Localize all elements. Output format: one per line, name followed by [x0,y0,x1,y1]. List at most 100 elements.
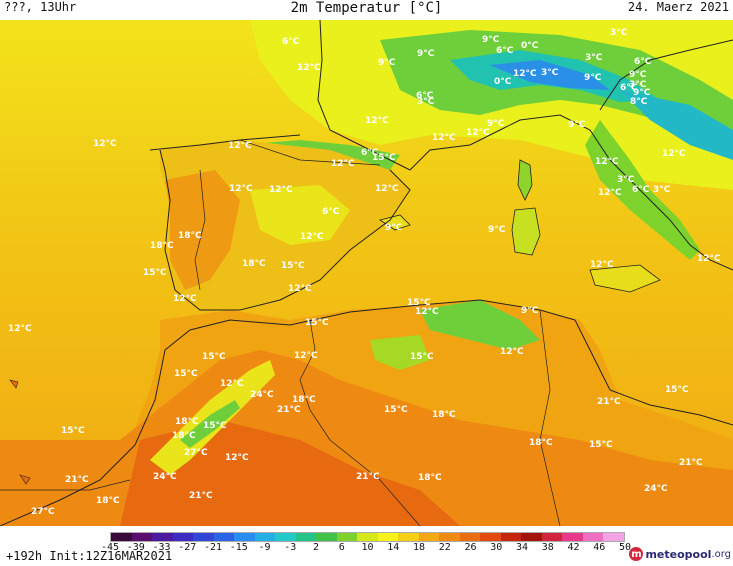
temperature-label: 21°C [65,475,89,485]
legend-tick-label: -45 [100,542,120,553]
run-init: +192h Init:12Z16MAR2021 [6,549,173,563]
iberia-central-cool [250,185,350,245]
temperature-label: 18°C [0,20,24,23]
temperature-label: 15°C [174,369,198,379]
temperature-label: 12°C [229,184,253,194]
temperature-label: 12°C [331,159,355,169]
temperature-label: 8°C [630,97,648,107]
spain-france-border [239,139,381,166]
temperature-label: 3°C [610,28,628,38]
temperature-label: 18°C [150,241,174,251]
legend-swatch [377,533,399,541]
temperature-label: 9°C [521,306,539,316]
temperature-label: 24°C [153,472,177,482]
map-footer: -45 -39 -33 -27 -21 -15 -9 -3 2 6 10 14 18 22 26 30 34 38… [0,526,733,566]
temperature-label: 9°C [629,70,647,80]
run-label: ???, 13Uhr [4,0,77,14]
legend-tick-label: 14 [387,542,400,553]
spain-portugal-border [194,169,206,291]
temperature-label: 18°C [432,410,456,420]
temperature-label: 18°C [172,431,196,441]
temperature-label: 3°C [417,97,435,107]
canary-island [9,379,19,389]
temperature-label: 12°C [500,347,524,357]
temperature-label: 12°C [466,128,490,138]
legend-tick-label: 26 [464,542,477,553]
temperature-label: 12°C [300,232,324,242]
legend-swatch [275,533,296,541]
western-sahara-border [0,479,131,491]
legend-swatch [357,533,378,541]
valid-date: 24. Maerz 2021 [627,0,729,14]
temperature-label: 18°C [292,395,316,405]
legend-tick-label: -33 [152,542,171,553]
mallorca [379,214,411,231]
temperature-label: 15°C [407,298,431,308]
balkan-cyan-zone [620,90,733,160]
temperature-label: 12°C [375,184,399,194]
legend-swatch [500,533,522,541]
legend-swatch [582,533,604,541]
temperature-label: 0°C [521,41,539,51]
temperature-label: 6°C [632,185,650,195]
map-title: 2m Temperatur [°C] [290,0,443,16]
meteopool-logo[interactable]: m meteopool .org [629,544,731,564]
legend-swatch [398,533,419,541]
temperature-label: 12°C [595,157,619,167]
temperature-label: 15°C [203,421,227,431]
temperature-label: 21°C [277,405,301,415]
temperature-label: 15°C [305,318,329,328]
temperature-label: 9°C [487,119,505,129]
legend-tick-label: 50 [618,542,632,553]
legend-swatch [562,533,583,541]
legend-tick-label: 34 [515,542,529,553]
temperature-label: 9°C [378,58,396,68]
temperature-label: 12°C [297,63,321,73]
temperature-label: 12°C [220,379,244,389]
legend-swatch [336,533,358,541]
temperature-label: 21°C [679,458,703,468]
legend-swatch [316,533,337,541]
legend-tick-label: -15 [229,542,248,553]
temperature-label: 12°C [294,351,318,361]
atlas-green [180,400,240,448]
sicily [589,264,661,293]
temperature-label: 15°C [372,153,396,163]
adriatic-coast [599,39,733,111]
legend-swatch [541,533,563,541]
temperature-label: 9°C [633,88,651,98]
color-legend [110,532,625,542]
legend-swatch [213,533,235,541]
italy-green-zone [585,120,700,260]
legend-swatch [234,533,255,541]
legend-tick-label: 22 [438,542,451,553]
legend-tick-label: 6 [338,542,345,553]
corsica [517,159,533,201]
temperature-label: 9°C [488,225,506,235]
temperature-label: 9°C [417,49,435,59]
legend-tick-label: 10 [361,542,374,553]
legend-swatch [521,533,542,541]
temperature-label: 12°C [228,141,252,151]
temperature-label: 6°C [620,83,638,93]
legend-swatch [418,533,440,541]
temperature-label: 18°C [178,231,202,241]
temperature-label: 24°C [644,484,668,494]
map-canvas: 6°C9°C12°C 9°C9°C6°C 0°C3°C3°C 6°C9°C3°C0°C… [0,20,733,526]
temperature-label: 12°C [93,139,117,149]
temperature-label: 12°C [8,324,32,334]
temperature-label: 18°C [96,496,120,506]
temperature-label: 9°C [584,73,602,83]
temperature-label: 3°C [629,80,647,90]
legend-swatch [295,533,317,541]
logo-tld: .org [711,548,731,560]
temperature-label: 27°C [31,507,55,517]
biscay-coast [149,134,301,151]
legend-tick-label: 18 [412,542,426,553]
africa-coastline [0,299,733,526]
temperature-label: 12°C [432,133,456,143]
temperature-map: 6°C 9°C 12°C 9°C 9°C 6°C 0°C 3°C 3°C 6°C 9°C 3°C 0°C… [0,20,733,526]
legend-ticks: -45 -39 -33 -27 -21 -15 -9 -3 2 6 10 14 18 22 26 30 34 38… [101,542,632,556]
temperature-label: 15°C [143,268,167,278]
temperature-label: 0°C [494,77,512,87]
